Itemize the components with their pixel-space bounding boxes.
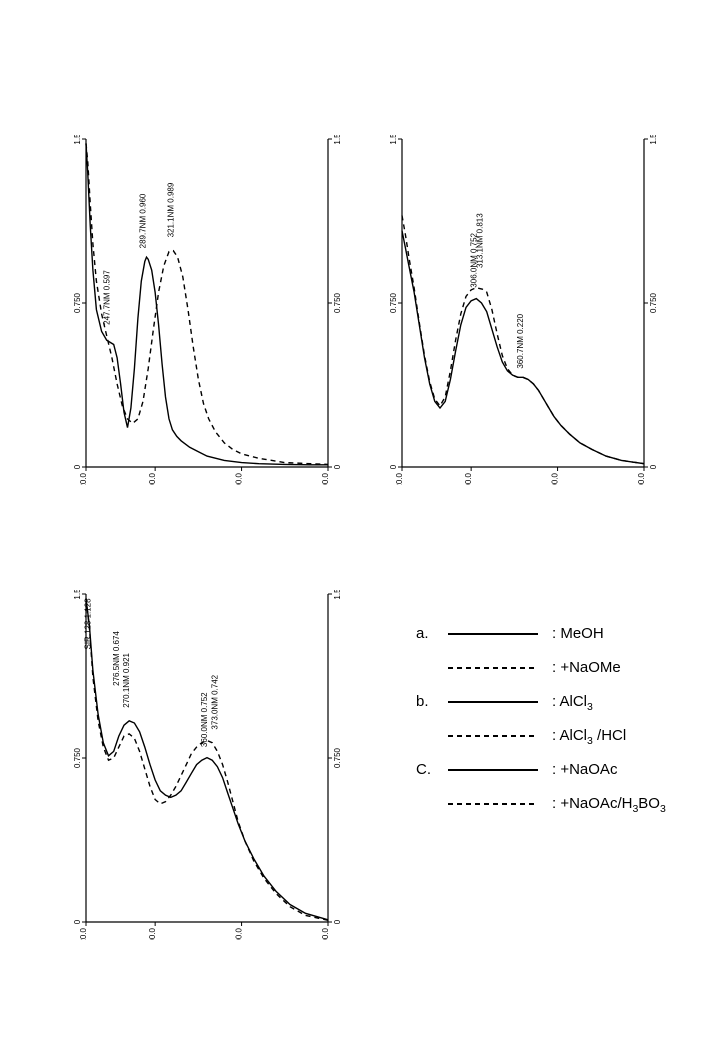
svg-text:1.5: 1.5 xyxy=(649,135,658,145)
svg-text:300.0: 300.0 xyxy=(148,472,157,485)
svg-text:500.0: 500.0 xyxy=(321,472,330,485)
svg-text:0.750: 0.750 xyxy=(73,747,82,768)
peak-label: 270.1NM 0.921 xyxy=(122,652,131,707)
svg-text:0: 0 xyxy=(333,919,342,924)
svg-text:0: 0 xyxy=(73,919,82,924)
legend-row: a. : MeOH xyxy=(416,620,666,648)
svg-text:0: 0 xyxy=(649,464,658,469)
svg-text:1.5: 1.5 xyxy=(333,590,342,600)
svg-text:400.0: 400.0 xyxy=(235,927,244,940)
legend-letter: a. xyxy=(416,616,434,652)
peak-label: 321.1NM 0.989 xyxy=(166,182,175,237)
spectrum-dashed-line xyxy=(86,143,328,464)
legend-line-sample xyxy=(448,627,538,641)
peak-label: 360.0NM 0.752 xyxy=(200,692,209,747)
legend-letter: C. xyxy=(416,752,434,788)
legend-row: : +NaOMe xyxy=(416,654,666,682)
svg-text:220.0: 220.0 xyxy=(79,472,88,485)
svg-text:0: 0 xyxy=(73,464,82,469)
svg-text:0: 0 xyxy=(389,464,398,469)
svg-text:500.0: 500.0 xyxy=(321,927,330,940)
legend-row: C. : +NaOAc xyxy=(416,756,666,784)
spectrum-panel-b: 220.0300.0400.0500.0000.7500.7501.51.531… xyxy=(380,135,666,485)
svg-text:300.0: 300.0 xyxy=(148,927,157,940)
legend: a. : MeOH : +NaOMe b. : AlCl3 : AlCl3 /H… xyxy=(416,620,666,824)
legend-row: : +NaOAc/H3BO3 xyxy=(416,790,666,818)
svg-text:220.0: 220.0 xyxy=(395,472,404,485)
svg-text:1.5: 1.5 xyxy=(73,590,82,600)
svg-text:220.0: 220.0 xyxy=(79,927,88,940)
svg-text:0.750: 0.750 xyxy=(73,292,82,313)
svg-text:0.750: 0.750 xyxy=(333,747,342,768)
peak-label: 360.7NM 0.220 xyxy=(516,313,525,368)
peak-label: 373.0NM 0.742 xyxy=(210,674,219,729)
peak-label: 247.7NM 0.597 xyxy=(102,270,111,325)
legend-line-sample xyxy=(448,661,538,675)
page: 220.0300.0400.0500.0000.7500.7501.51.532… xyxy=(0,0,720,1040)
svg-text:0.750: 0.750 xyxy=(333,292,342,313)
svg-text:0: 0 xyxy=(333,464,342,469)
svg-text:1.5: 1.5 xyxy=(333,135,342,145)
legend-line-sample xyxy=(448,763,538,777)
spectrum-dashed-line xyxy=(86,598,328,920)
svg-text:0.750: 0.750 xyxy=(649,292,658,313)
legend-row: b. : AlCl3 xyxy=(416,688,666,716)
legend-label: : +NaOAc/H3BO3 xyxy=(552,786,666,822)
svg-text:1.5: 1.5 xyxy=(73,135,82,145)
spectrum-panel-c: 220.0300.0400.0500.0000.7500.7501.51.5SI… xyxy=(64,590,350,940)
svg-text:300.0: 300.0 xyxy=(464,472,473,485)
legend-line-sample xyxy=(448,729,538,743)
legend-row: : AlCl3 /HCl xyxy=(416,722,666,750)
spectrum-solid-line xyxy=(86,598,328,919)
spectrum-solid-line xyxy=(86,143,328,464)
legend-label: : AlCl3 xyxy=(552,684,593,720)
legend-label: : MeOH xyxy=(552,616,604,652)
spectrum-panel-a: 220.0300.0400.0500.0000.7500.7501.51.532… xyxy=(64,135,350,485)
svg-text:400.0: 400.0 xyxy=(551,472,560,485)
legend-label: : +NaOMe xyxy=(552,650,621,686)
legend-letter: b. xyxy=(416,684,434,720)
legend-line-sample xyxy=(448,797,538,811)
peak-label: 276.5NM 0.674 xyxy=(112,631,121,686)
legend-line-sample xyxy=(448,695,538,709)
legend-label: : AlCl3 /HCl xyxy=(552,718,626,754)
svg-text:1.5: 1.5 xyxy=(389,135,398,145)
legend-label: : +NaOAc xyxy=(552,752,617,788)
svg-text:0.750: 0.750 xyxy=(389,292,398,313)
svg-text:500.0: 500.0 xyxy=(637,472,646,485)
svg-text:400.0: 400.0 xyxy=(235,472,244,485)
peak-label: 306.0NM 0.752 xyxy=(469,232,478,287)
peak-label: 289.7NM 0.960 xyxy=(139,193,148,248)
